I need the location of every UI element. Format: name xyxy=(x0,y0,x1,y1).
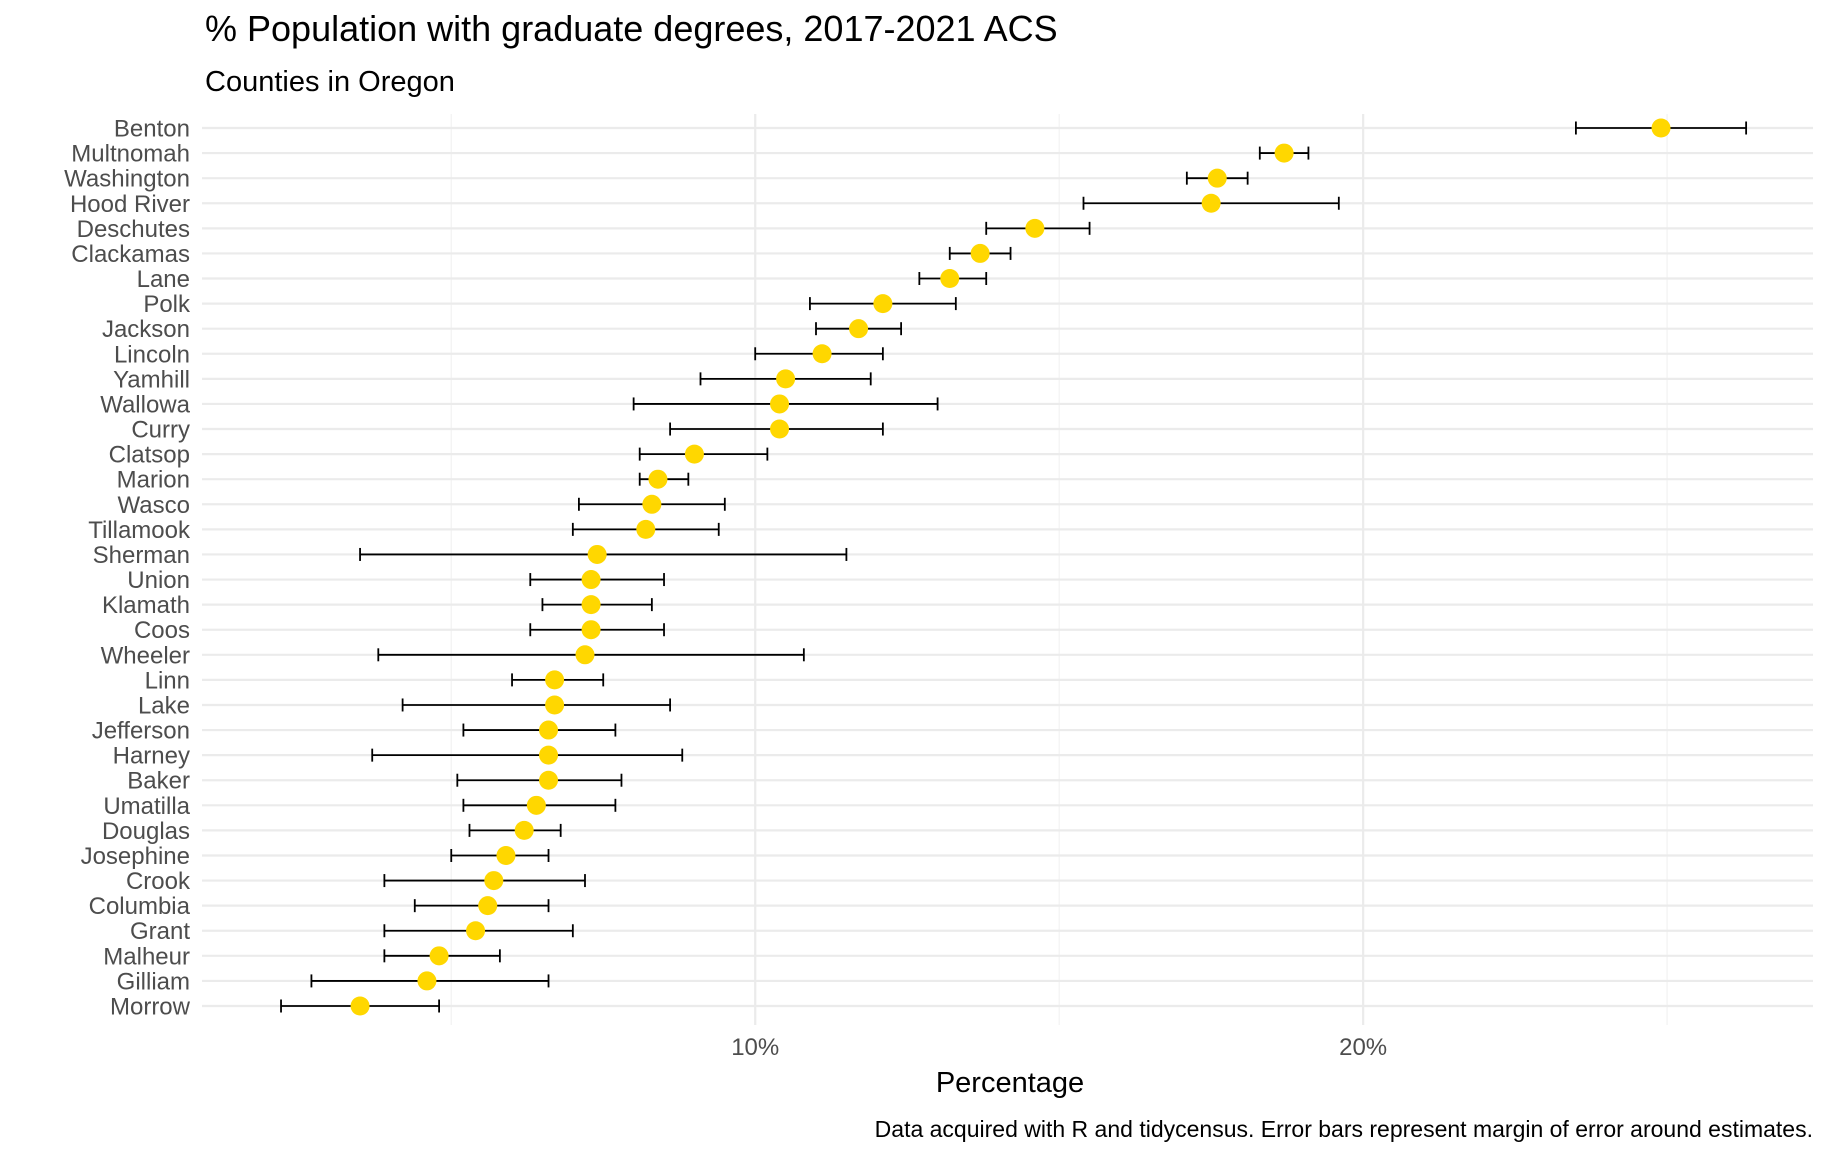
estimate-point xyxy=(776,369,796,389)
y-tick-label: Curry xyxy=(131,417,190,444)
estimate-point xyxy=(1207,168,1227,188)
estimate-point xyxy=(812,344,832,364)
estimate-point xyxy=(539,745,559,765)
chart-caption: Data acquired with R and tidycensus. Err… xyxy=(875,1116,1813,1142)
grid-layer xyxy=(202,114,1813,1025)
y-tick-label: Hood River xyxy=(70,191,190,218)
estimate-point xyxy=(496,845,516,865)
estimate-point xyxy=(581,595,601,615)
y-tick-label: Polk xyxy=(143,291,191,318)
y-tick-label: Washington xyxy=(64,166,190,193)
error-bar xyxy=(371,748,684,762)
y-tick-label: Coos xyxy=(134,617,190,644)
y-tick-label: Union xyxy=(127,567,190,594)
estimate-point xyxy=(575,645,595,665)
estimate-point xyxy=(1274,143,1294,163)
y-tick-label: Lake xyxy=(138,692,190,719)
estimate-point xyxy=(648,469,668,489)
y-tick-label: Baker xyxy=(127,768,190,795)
estimate-point xyxy=(526,795,546,815)
estimate-point xyxy=(1651,118,1671,138)
y-tick-label: Tillamook xyxy=(88,517,191,544)
estimate-point xyxy=(429,946,449,966)
y-tick-label: Jefferson xyxy=(92,718,190,745)
y-tick-label: Lincoln xyxy=(114,341,190,368)
estimate-point xyxy=(478,896,498,916)
estimate-point xyxy=(770,419,790,439)
y-tick-label: Benton xyxy=(114,116,190,143)
chart-title: % Population with graduate degrees, 2017… xyxy=(205,8,1058,49)
y-tick-label: Marion xyxy=(117,467,190,494)
estimate-point xyxy=(539,720,559,740)
estimate-point xyxy=(849,319,869,339)
y-tick-label: Clatsop xyxy=(109,442,190,469)
error-bar xyxy=(401,698,672,712)
estimate-point xyxy=(1201,193,1221,213)
estimate-point xyxy=(581,620,601,640)
estimate-point xyxy=(545,670,565,690)
y-tick-label: Linn xyxy=(145,667,190,694)
estimate-point xyxy=(581,570,601,590)
y-tick-label: Douglas xyxy=(102,818,190,845)
estimate-point xyxy=(684,444,704,464)
y-tick-label: Wheeler xyxy=(101,642,190,669)
y-tick-label: Grant xyxy=(130,918,190,945)
y-tick-label: Crook xyxy=(126,868,191,895)
y-tick-label: Gilliam xyxy=(117,968,190,995)
x-tick-label: 10% xyxy=(731,1034,779,1061)
y-tick-label: Clackamas xyxy=(71,241,190,268)
estimate-point xyxy=(484,871,504,891)
estimate-point xyxy=(873,294,893,314)
y-tick-label: Sherman xyxy=(93,542,190,569)
estimate-point xyxy=(350,996,370,1016)
y-tick-label: Malheur xyxy=(103,943,190,970)
y-tick-label: Columbia xyxy=(89,893,191,920)
estimate-point xyxy=(466,921,486,941)
y-tick-label: Josephine xyxy=(81,843,190,870)
y-tick-label: Wallowa xyxy=(100,391,190,418)
y-tick-label: Umatilla xyxy=(103,793,190,820)
y-tick-label: Morrow xyxy=(110,994,191,1021)
estimate-point xyxy=(417,971,437,991)
chart-subtitle: Counties in Oregon xyxy=(205,66,455,98)
estimate-point xyxy=(642,494,662,514)
y-tick-label: Harney xyxy=(113,743,190,770)
estimate-point xyxy=(539,770,559,790)
estimate-point xyxy=(940,269,960,289)
y-tick-label: Yamhill xyxy=(113,366,190,393)
estimate-point xyxy=(970,243,990,263)
y-tick-label: Lane xyxy=(137,266,190,293)
estimate-point xyxy=(514,820,534,840)
y-tick-label: Deschutes xyxy=(77,216,190,243)
estimate-point xyxy=(545,695,565,715)
estimate-point xyxy=(636,519,656,539)
y-tick-label: Klamath xyxy=(102,592,190,619)
estimate-point xyxy=(587,544,607,564)
x-axis-label: Percentage xyxy=(936,1067,1084,1099)
x-tick-labels: 10% 20% xyxy=(731,1034,1387,1061)
estimate-point xyxy=(770,394,790,414)
estimate-points xyxy=(350,118,1671,1016)
y-tick-label: Wasco xyxy=(118,492,190,519)
y-tick-label: Multnomah xyxy=(71,141,190,168)
estimate-point xyxy=(1025,218,1045,238)
x-tick-label: 20% xyxy=(1339,1034,1387,1061)
y-tick-label: Jackson xyxy=(102,316,190,343)
